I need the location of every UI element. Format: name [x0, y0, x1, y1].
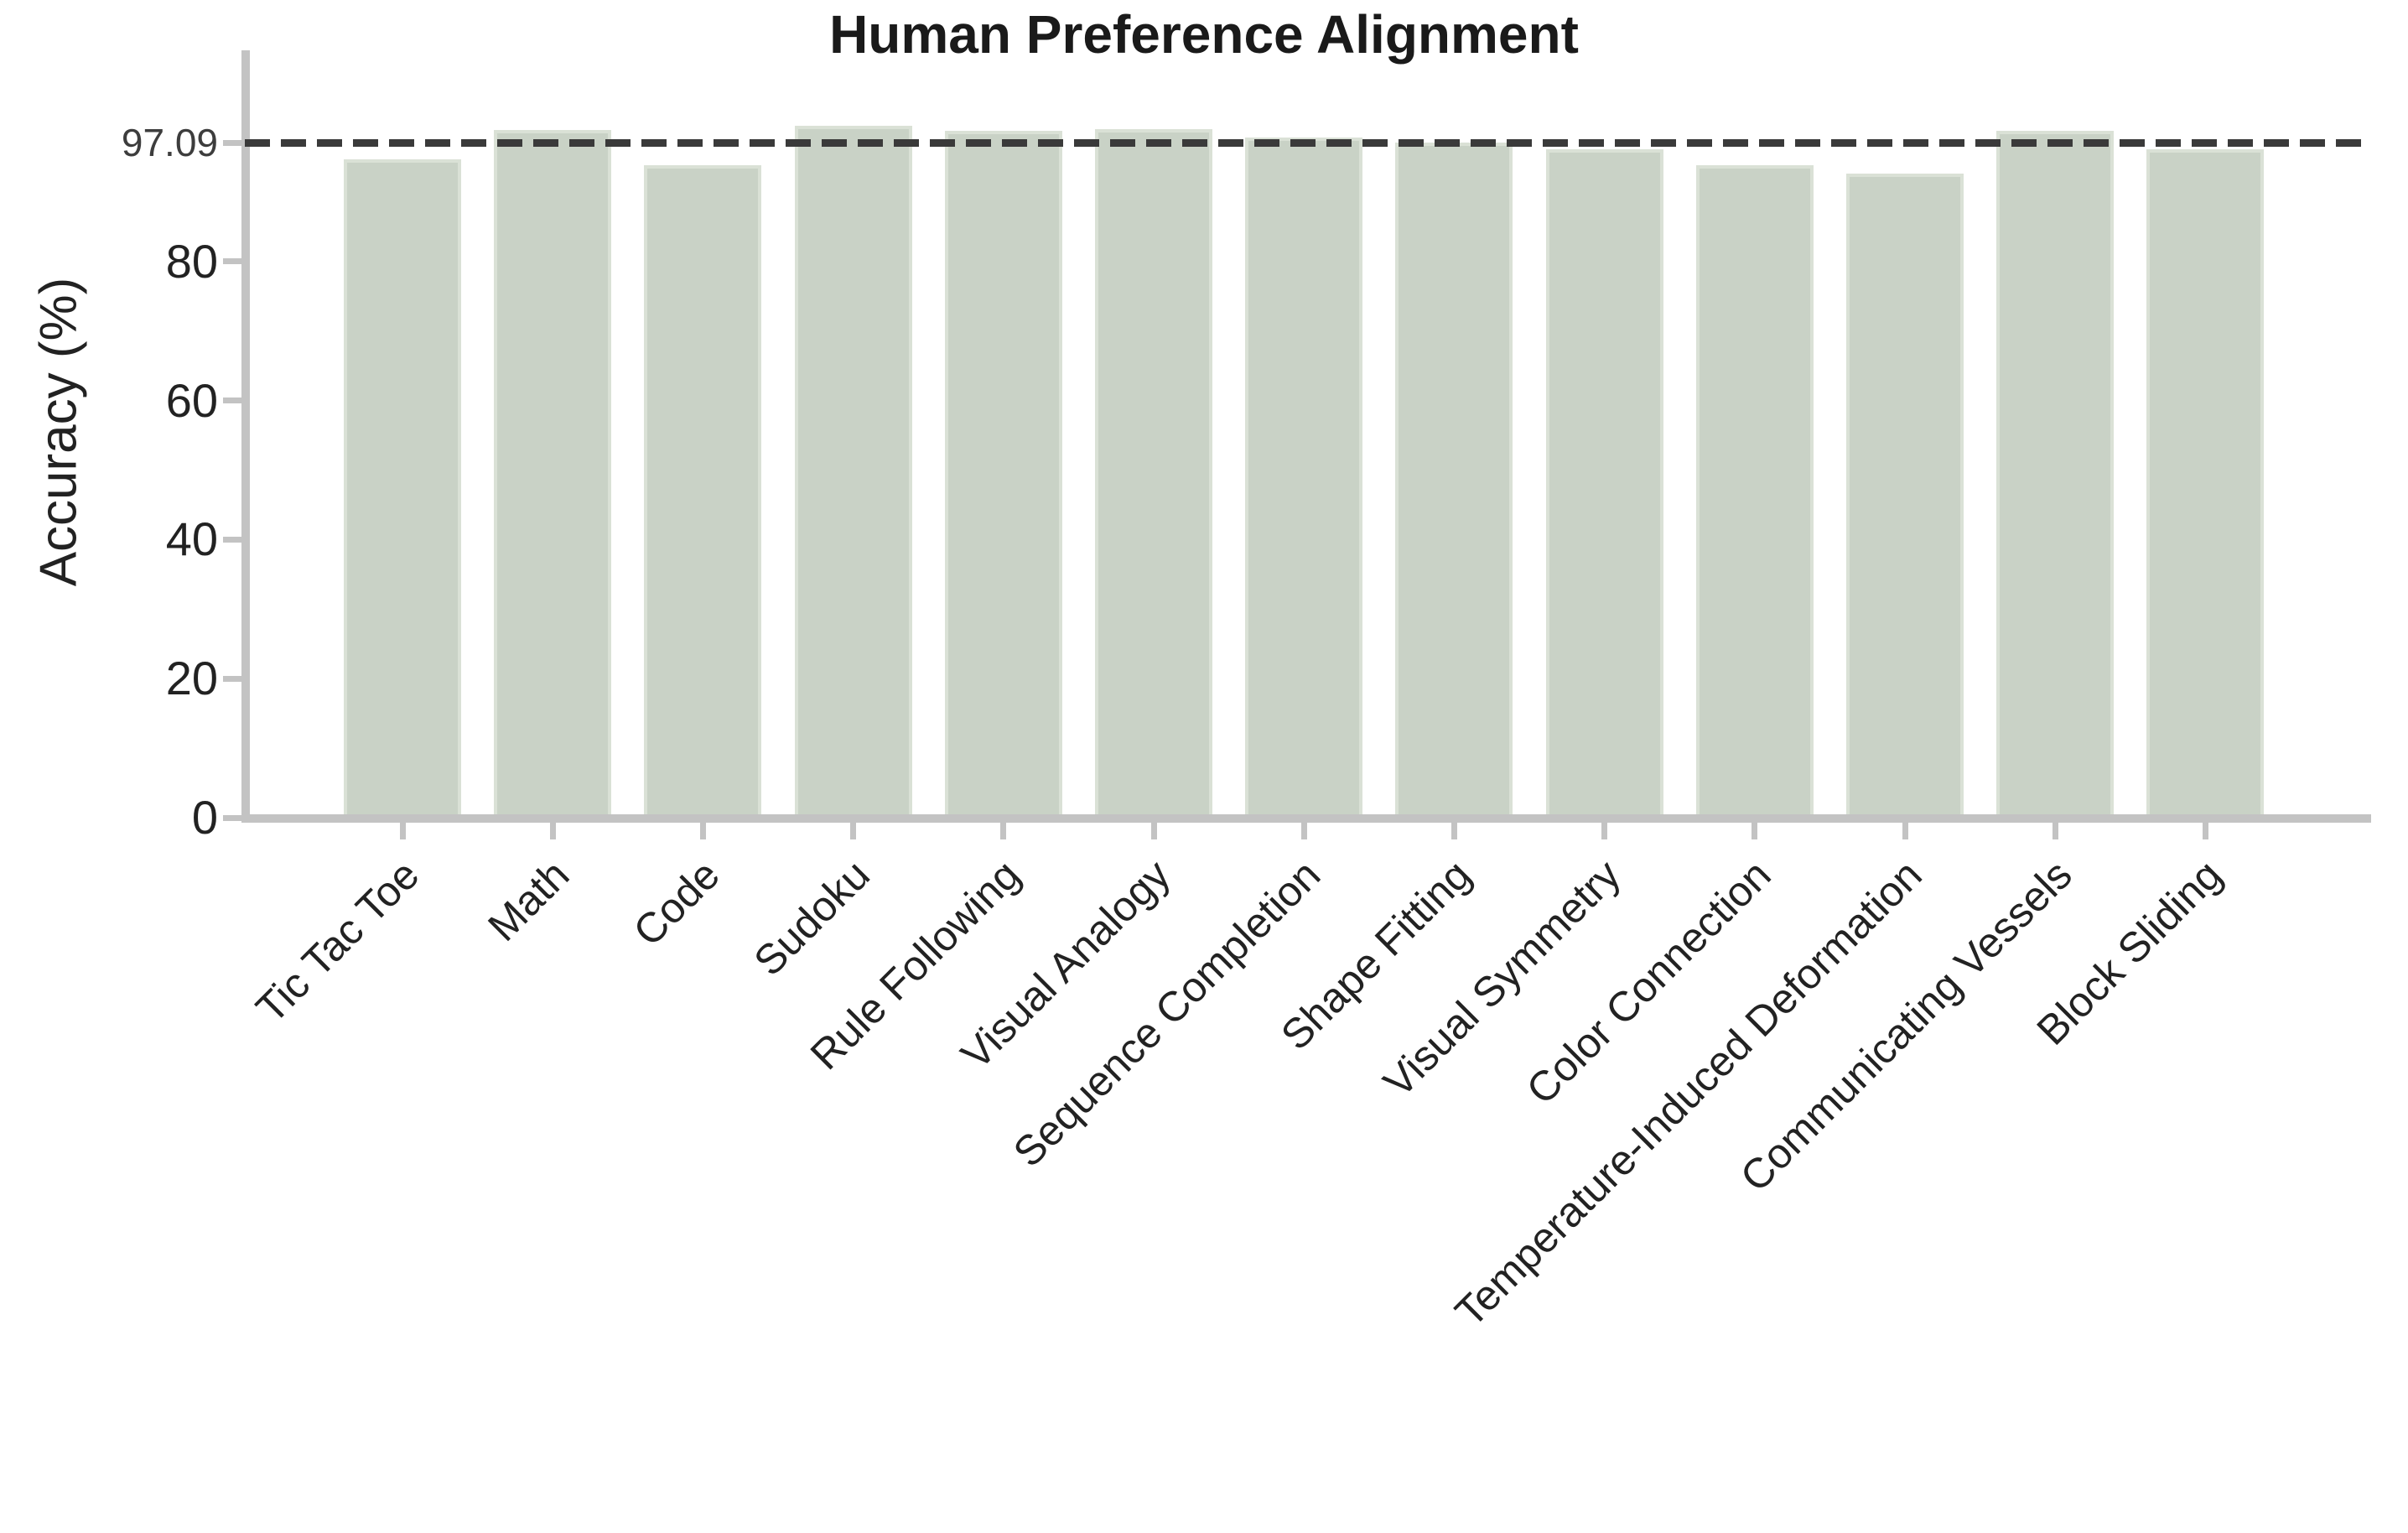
y-tick	[223, 398, 241, 404]
x-tick	[1752, 823, 1758, 839]
x-tick	[1902, 823, 1908, 839]
x-tick	[1451, 823, 1457, 839]
y-axis-spine	[241, 50, 250, 823]
reference-line	[245, 138, 2366, 147]
x-tick	[1000, 823, 1007, 839]
x-tick-label: Code	[624, 850, 729, 955]
bar-sequence-completion	[1245, 138, 1363, 816]
x-tick	[699, 823, 706, 839]
bar-rule-following	[944, 130, 1062, 816]
y-tick	[223, 814, 241, 821]
x-tick	[1300, 823, 1307, 839]
bar-color-connection	[1695, 165, 1814, 816]
reference-line-label: 97.09	[121, 121, 218, 165]
x-tick-label: Sudoku	[745, 850, 879, 985]
bar-shape-fitting	[1395, 143, 1513, 816]
y-tick-label: 60	[165, 373, 218, 427]
bar-code	[644, 165, 762, 816]
x-tick-label: Math	[479, 850, 579, 950]
bar-visual-symmetry	[1545, 148, 1663, 816]
y-tick-label: 20	[165, 652, 218, 705]
x-tick	[2052, 823, 2058, 839]
bar-tic-tac-toe	[344, 158, 461, 816]
y-tick-reference	[223, 139, 241, 146]
x-tick-label: Tic Tac Toe	[247, 850, 428, 1032]
y-tick-label: 0	[191, 791, 218, 844]
x-tick	[549, 823, 556, 839]
x-axis-spine	[241, 814, 2371, 823]
bar-visual-analogy	[1095, 129, 1212, 816]
x-tick	[2202, 823, 2208, 839]
bar-temperature-induced-deformation	[1846, 173, 1964, 816]
plot-area	[245, 50, 2370, 816]
x-tick	[399, 823, 406, 839]
bar-math	[494, 130, 612, 816]
x-tick-label: Sequence Completion	[1004, 850, 1330, 1177]
y-tick	[223, 675, 241, 682]
y-tick	[223, 258, 241, 265]
x-tick	[850, 823, 857, 839]
bar-block-sliding	[2146, 148, 2265, 816]
bar-sudoku	[794, 126, 912, 816]
y-tick-label: 40	[165, 512, 218, 566]
y-tick-label: 80	[165, 234, 218, 288]
chart-title: Human Preference Alignment	[829, 4, 1579, 65]
x-tick	[1150, 823, 1157, 839]
x-tick	[1601, 823, 1608, 839]
bar-communicating-vessels	[1996, 130, 2115, 816]
y-tick	[223, 536, 241, 543]
